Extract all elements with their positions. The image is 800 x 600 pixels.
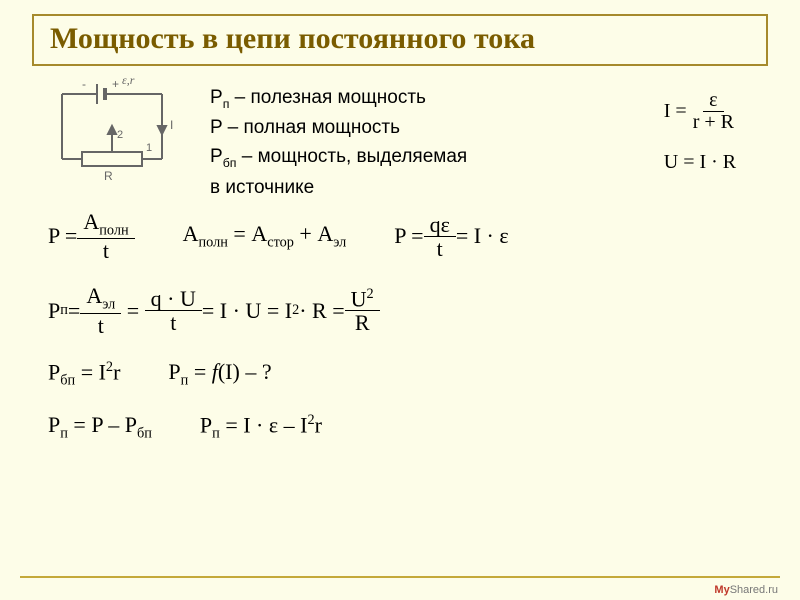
svg-text:-: -: [82, 77, 86, 91]
title-box: Мощность в цепи постоянного тока: [32, 14, 768, 66]
formula-row-3: Pбп = I2r Pп = f(I) – ?: [48, 359, 509, 390]
svg-text:1: 1: [146, 142, 152, 154]
svg-text:R: R: [104, 169, 113, 183]
page-title: Мощность в цепи постоянного тока: [50, 22, 535, 55]
definitions: Pп – полезная мощность P – полная мощнос…: [210, 82, 467, 203]
circuit-diagram: ε,r - + I 1 2 R: [42, 74, 192, 184]
side-formulas: I = εr + R U = I · R: [664, 90, 740, 174]
svg-text:+: +: [112, 77, 119, 91]
site-logo: MyShared.ru: [714, 584, 778, 596]
main-formulas: P = Aполнt Aполн = Aстор + Aэл P = qεt =…: [48, 210, 509, 464]
formula-row-1: P = Aполнt Aполн = Aстор + Aэл P = qεt =…: [48, 210, 509, 262]
formula-row-4: Pп = P – Pбп Pп = I · ε – I2r: [48, 412, 509, 443]
footer-rule: [20, 576, 780, 578]
svg-text:2: 2: [117, 129, 123, 141]
svg-text:I: I: [170, 118, 173, 132]
formula-row-2: Pп = Aэлt = q · Ut = I · U = I2 · R = U2…: [48, 284, 509, 336]
svg-text:ε,r: ε,r: [122, 74, 135, 87]
